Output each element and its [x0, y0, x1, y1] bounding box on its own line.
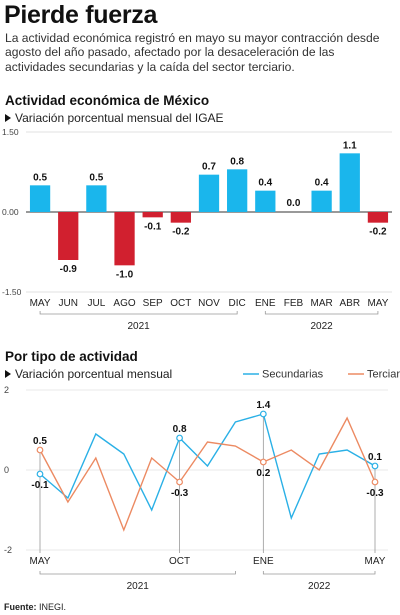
- data-point: [36, 470, 44, 478]
- data-label: 0.7: [202, 162, 216, 173]
- data-point: [36, 446, 44, 454]
- bar: [114, 212, 135, 266]
- y-tick-label: 1.50: [2, 127, 19, 137]
- data-label: -0.2: [172, 227, 190, 238]
- bar: [255, 190, 276, 212]
- year-label: 2021: [127, 581, 150, 592]
- bar: [339, 153, 360, 212]
- bar: [142, 212, 163, 218]
- data-label: 0.8: [230, 156, 244, 167]
- year-bracket: [264, 311, 379, 315]
- series-line: [39, 416, 376, 532]
- data-label: -0.9: [60, 264, 78, 275]
- x-tick-label: OCT: [170, 298, 191, 309]
- data-label: -1.0: [116, 269, 134, 280]
- x-tick-label: JUL: [87, 298, 105, 309]
- data-label: -0.1: [31, 480, 49, 491]
- data-label: 0.4: [258, 178, 272, 189]
- data-point: [371, 478, 379, 486]
- data-point: [176, 478, 183, 486]
- y-tick-label: 2: [4, 385, 9, 395]
- x-tick-label: OCT: [169, 556, 190, 567]
- data-label: 0.5: [33, 436, 47, 447]
- data-label: -0.2: [369, 227, 387, 238]
- bar: [86, 185, 107, 212]
- data-label: -0.1: [144, 221, 162, 232]
- line-chart: Secundarias Terciarias 2 0 -2 MAY OCT ENE MAY -0.…: [4, 369, 400, 593]
- data-label: 0.2: [256, 468, 270, 479]
- year-bracket: [39, 311, 238, 315]
- source-label: Fuente:: [4, 602, 37, 612]
- bar: [311, 190, 332, 212]
- data-label: 0.5: [89, 172, 103, 183]
- x-tick-label: ABR: [339, 298, 360, 309]
- y-tick-label: 0.00: [2, 207, 19, 217]
- x-tick-label: MAY: [30, 556, 51, 567]
- data-point: [259, 458, 267, 466]
- data-label: -0.3: [366, 488, 384, 499]
- source-note: Fuente: INEGI.: [4, 602, 66, 612]
- y-tick-label: -2: [4, 545, 12, 555]
- bar: [29, 185, 51, 212]
- x-tick-label: FEB: [284, 298, 304, 309]
- y-tick-label: 0: [4, 465, 9, 475]
- source-value: INEGI.: [39, 602, 67, 612]
- x-tick-label: MAY: [365, 556, 386, 567]
- data-point: [259, 410, 267, 418]
- year-label: 2022: [310, 321, 333, 332]
- x-tick-label: MAY: [367, 298, 388, 309]
- x-tick-label: JUN: [59, 298, 78, 309]
- year-bracket: [262, 571, 376, 575]
- x-tick-label: MAY: [30, 298, 51, 309]
- x-tick-label: ENE: [255, 298, 276, 309]
- legend-label: Secundarias: [262, 369, 324, 381]
- bar: [170, 212, 191, 223]
- bar-chart-subtitle: Variación porcentual mensual del IGAE: [5, 111, 224, 125]
- data-point: [176, 434, 183, 442]
- data-label: 0.1: [368, 452, 382, 463]
- data-label: 0.5: [33, 172, 47, 183]
- y-tick-label: -1.50: [2, 287, 22, 297]
- x-tick-label: DIC: [229, 298, 246, 309]
- x-tick-label: NOV: [198, 298, 220, 309]
- bar-chart-subtitle-text: Variación porcentual mensual del IGAE: [15, 111, 224, 125]
- data-label: -0.3: [171, 488, 189, 499]
- data-label: 0.0: [287, 198, 301, 209]
- bar: [367, 212, 389, 223]
- intro-text: La actividad económica registró en mayo …: [5, 31, 380, 74]
- data-label: 1.4: [256, 400, 270, 411]
- data-label: 0.8: [173, 424, 187, 435]
- bar: [227, 169, 248, 212]
- data-label: 1.1: [343, 140, 357, 151]
- year-label: 2021: [127, 321, 150, 332]
- triangle-marker-icon: [5, 370, 11, 378]
- x-tick-label: AGO: [113, 298, 135, 309]
- bar-chart-title: Actividad económica de México: [5, 93, 210, 108]
- bar-chart: 1.50 0.00 -1.50 0.5 MAY -0.9 JUN 0.5 JUL -1.0 AGO -…: [2, 127, 392, 332]
- line-chart-title: Por tipo de actividad: [5, 349, 138, 364]
- headline: Pierde fuerza: [4, 1, 158, 29]
- year-label: 2022: [308, 581, 331, 592]
- data-label: 0.4: [315, 178, 329, 189]
- x-tick-label: SEP: [143, 298, 163, 309]
- line-chart-subtitle-text: Variación porcentual mensual: [15, 367, 173, 381]
- line-chart-subtitle: Variación porcentual mensual: [5, 367, 172, 381]
- x-tick-label: MAR: [310, 298, 332, 309]
- series-line: [39, 413, 376, 521]
- data-point: [371, 462, 379, 470]
- triangle-marker-icon: [5, 114, 11, 122]
- x-tick-label: ENE: [253, 556, 274, 567]
- legend-label: Terciarias: [367, 369, 400, 381]
- year-bracket: [39, 571, 236, 575]
- bar: [198, 174, 220, 212]
- bar: [58, 212, 79, 260]
